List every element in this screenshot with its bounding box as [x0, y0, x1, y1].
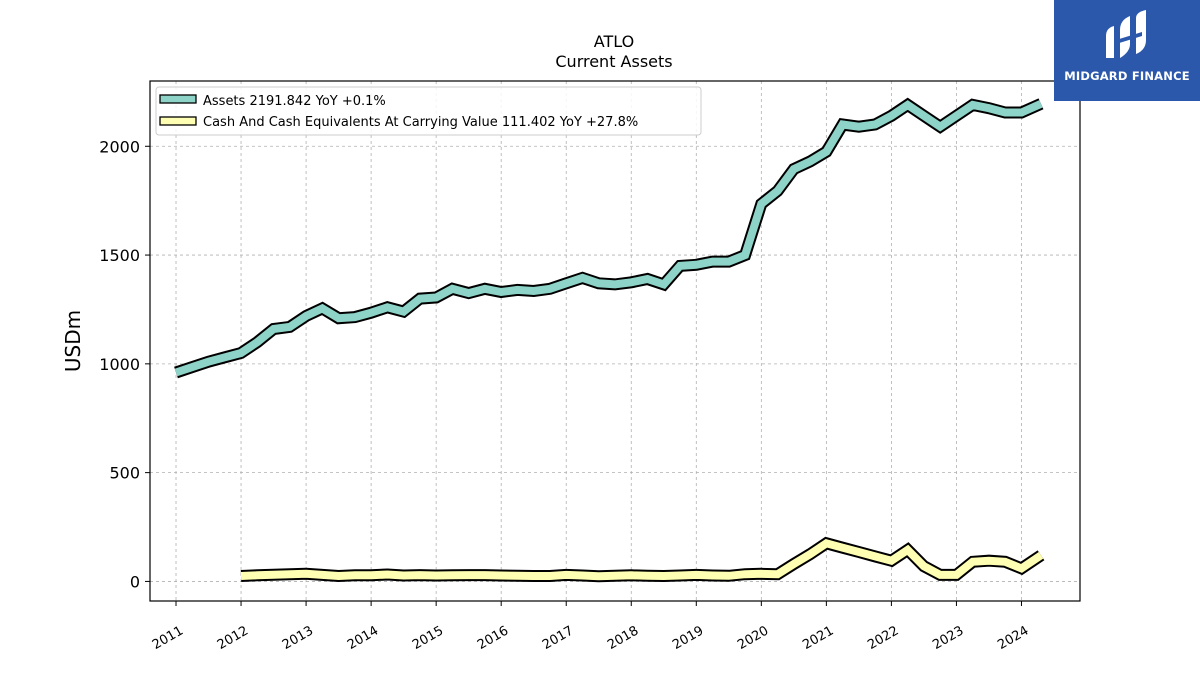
x-tick-label: 2014	[345, 623, 381, 653]
y-axis-label: USDm	[61, 310, 85, 372]
y-tick-label: 1500	[99, 246, 140, 265]
x-tick-label: 2024	[995, 623, 1031, 653]
chart-title: ATLO	[594, 32, 634, 51]
x-tick-label: 2021	[800, 623, 836, 653]
grid-layer	[150, 81, 1080, 601]
legend-swatch-assets	[159, 94, 197, 104]
logo-mark-icon	[1106, 10, 1146, 58]
series-layer	[174, 97, 1045, 583]
x-tick-label: 2011	[150, 623, 186, 653]
legend-label-assets: Assets 2191.842 YoY +0.1%	[203, 94, 386, 109]
x-tick-label: 2016	[475, 623, 511, 653]
legend-label-cash: Cash And Cash Equivalents At Carrying Va…	[203, 115, 638, 130]
series-line-0	[174, 100, 1043, 377]
x-tick-label: 2017	[540, 623, 576, 653]
series-line-1	[240, 538, 1044, 581]
x-tick-label: 2018	[605, 623, 641, 653]
x-tick-label: 2022	[865, 623, 901, 653]
x-tick-label: 2013	[280, 623, 316, 653]
y-tick-label: 2000	[99, 137, 140, 156]
x-tick-label: 2012	[215, 623, 251, 653]
midgard-finance-logo: MIDGARD FINANCE	[1054, 0, 1200, 101]
legend-swatch-cash	[159, 116, 197, 126]
plot-frame	[149, 80, 1081, 602]
legend-box	[155, 86, 702, 136]
legend: Assets 2191.842 YoY +0.1% Cash And Cash …	[155, 86, 702, 136]
x-tick-label: 2020	[735, 623, 771, 653]
y-tick-label: 500	[109, 464, 140, 483]
chart-subtitle: Current Assets	[555, 52, 672, 71]
x-tick-label: 2015	[410, 623, 446, 653]
y-tick-label: 0	[130, 572, 140, 591]
logo-text: MIDGARD FINANCE	[1064, 69, 1190, 83]
x-tick-label: 2019	[670, 623, 706, 653]
y-tick-label: 1000	[99, 355, 140, 374]
x-tick-label: 2023	[930, 623, 966, 653]
